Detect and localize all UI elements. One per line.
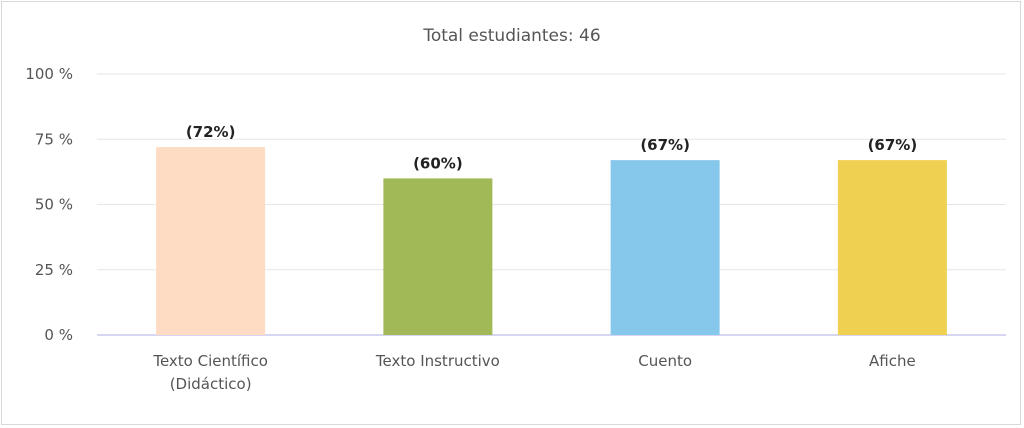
data-label: (67%): [868, 136, 918, 154]
data-label: (72%): [186, 123, 236, 141]
chart-title: Total estudiantes: 46: [422, 26, 600, 46]
x-axis: Texto Científico (Didáctico) Texto Instruc…: [152, 352, 915, 393]
bar: [383, 178, 493, 335]
data-labels: (72%) (60%) (67%) (67%): [186, 123, 917, 172]
x-tick-label: (Didáctico): [170, 375, 252, 393]
x-tick-label: Afiche: [869, 352, 916, 370]
y-tick-label: 100 %: [25, 65, 73, 83]
bars: [156, 147, 947, 335]
y-tick-label: 25 %: [35, 261, 73, 279]
y-axis: 0 % 25 % 50 % 75 % 100 %: [25, 65, 73, 344]
y-tick-label: 75 %: [35, 130, 73, 148]
bar: [610, 160, 720, 335]
bar: [837, 160, 947, 335]
y-tick-label: 50 %: [35, 196, 73, 214]
x-tick-label: Cuento: [638, 352, 692, 370]
x-tick-label: Texto Instructivo: [375, 352, 500, 370]
data-label: (67%): [640, 136, 690, 154]
y-tick-label: 0 %: [44, 326, 73, 344]
data-label: (60%): [413, 154, 463, 172]
bar: [156, 147, 266, 335]
x-tick-label: Texto Científico: [152, 352, 268, 370]
